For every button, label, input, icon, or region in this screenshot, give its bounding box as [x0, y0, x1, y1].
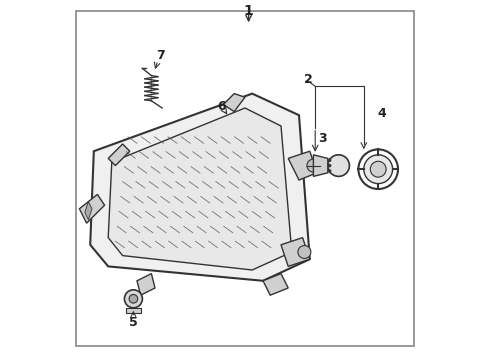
Polygon shape	[281, 238, 310, 266]
Circle shape	[307, 159, 320, 172]
Circle shape	[129, 294, 138, 303]
Text: 7: 7	[156, 49, 165, 62]
Circle shape	[364, 155, 392, 184]
Polygon shape	[263, 274, 288, 295]
Circle shape	[124, 290, 143, 308]
Polygon shape	[85, 202, 92, 220]
Polygon shape	[223, 94, 245, 112]
Polygon shape	[288, 151, 317, 180]
Text: 1: 1	[244, 4, 253, 18]
Text: 5: 5	[129, 316, 138, 329]
Text: 2: 2	[304, 73, 313, 86]
Polygon shape	[79, 194, 104, 223]
Circle shape	[328, 164, 331, 167]
Polygon shape	[108, 144, 130, 166]
Polygon shape	[126, 308, 141, 313]
Polygon shape	[137, 274, 155, 295]
Polygon shape	[108, 108, 292, 270]
Text: 4: 4	[377, 107, 386, 120]
Text: 3: 3	[318, 132, 327, 145]
Circle shape	[298, 246, 311, 258]
Polygon shape	[314, 155, 328, 176]
Circle shape	[328, 155, 349, 176]
Circle shape	[328, 170, 331, 172]
Circle shape	[370, 161, 386, 177]
Circle shape	[328, 159, 331, 162]
Text: 6: 6	[217, 100, 226, 113]
Polygon shape	[90, 94, 310, 281]
